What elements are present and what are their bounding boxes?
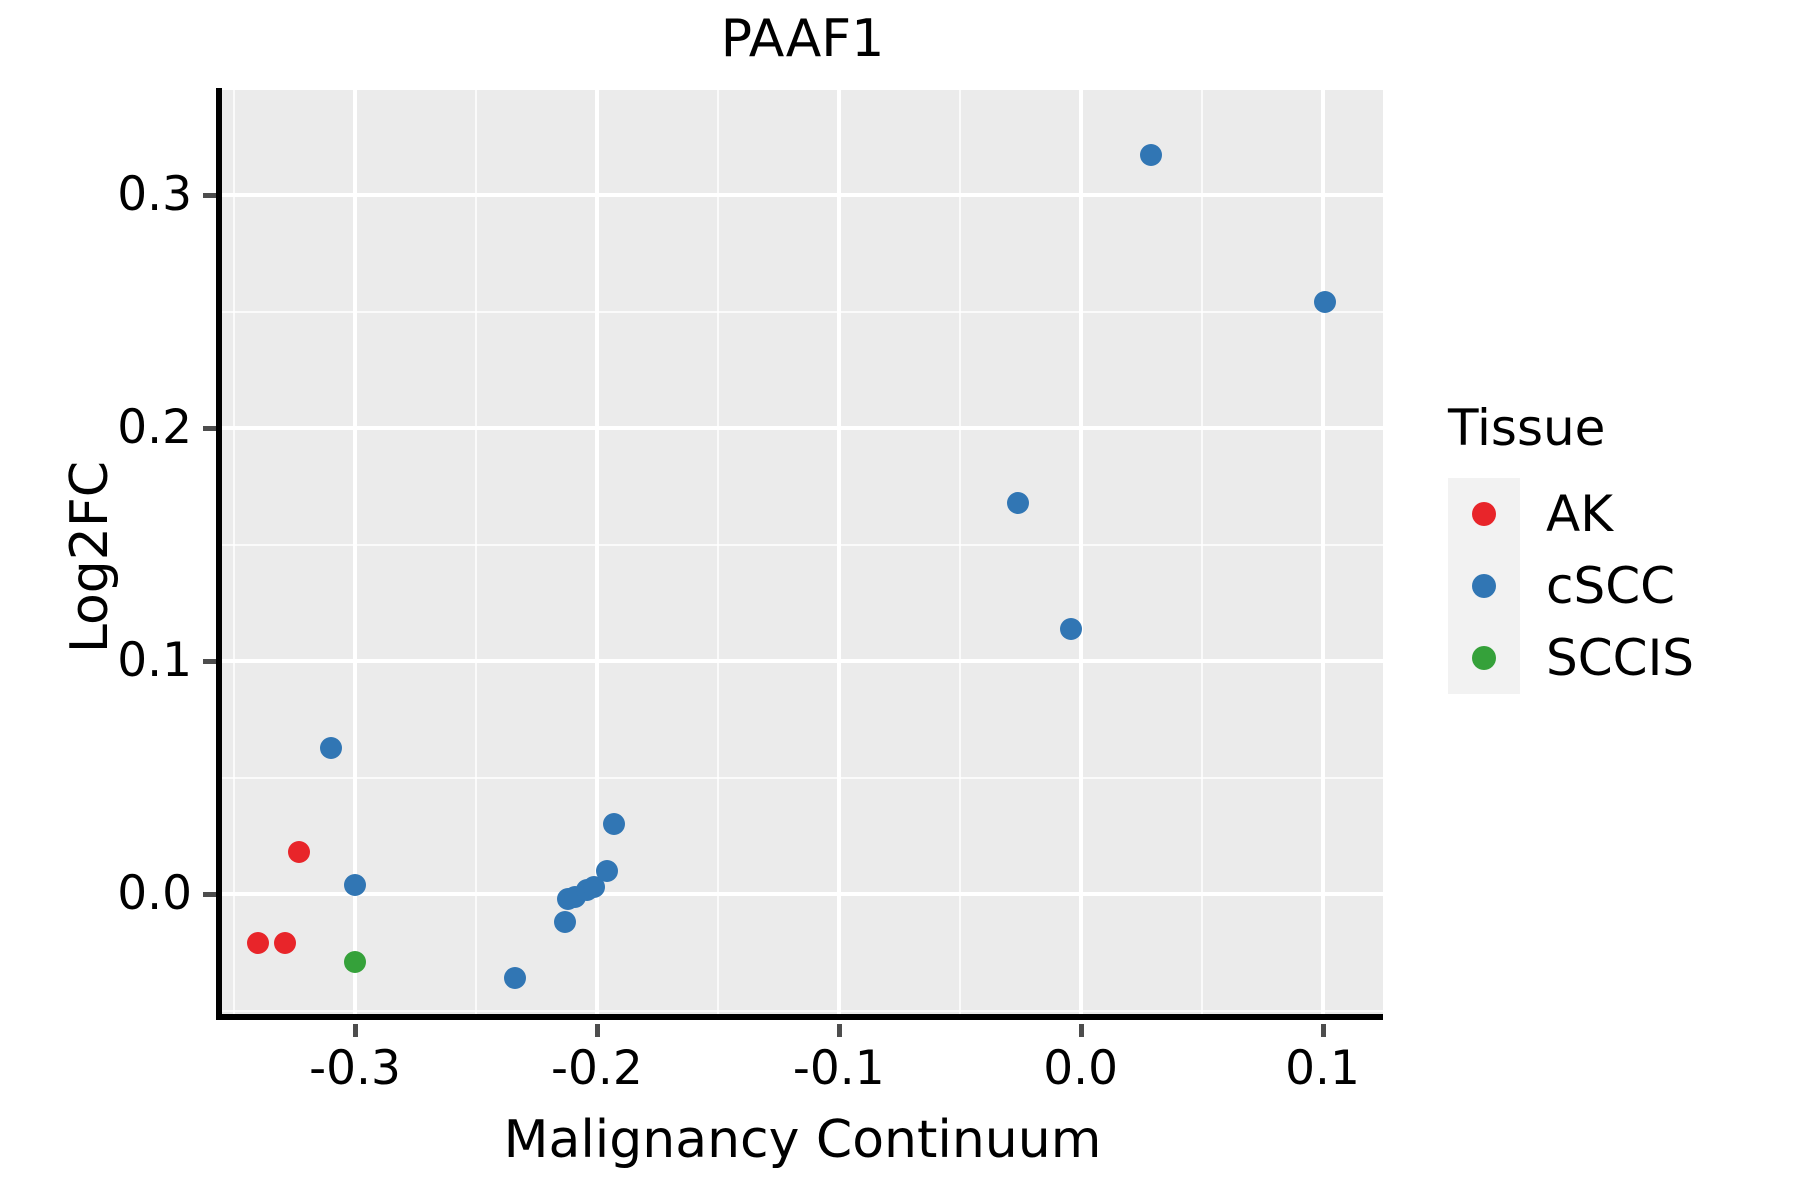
y-tick-label: 0.0: [117, 866, 192, 922]
legend: Tissue AK cSCC SCCIS: [1448, 400, 1778, 694]
x-tick-label: -0.2: [551, 1041, 643, 1096]
legend-item-sccis[interactable]: SCCIS: [1448, 622, 1778, 694]
page-title: PAAF1: [720, 9, 885, 69]
x-tick-mark: [836, 1024, 842, 1037]
x-tick-label: -0.1: [792, 1041, 885, 1096]
gridline-minor-y: [222, 776, 1383, 779]
scatter-point: [595, 860, 618, 883]
scatter-point: [319, 736, 342, 759]
x-tick-label: 0.1: [1285, 1041, 1360, 1096]
legend-key-swatch: [1448, 622, 1520, 694]
gridline-minor-y: [222, 1010, 1383, 1012]
gridline-major-y: [222, 892, 1383, 897]
gridline-minor-y: [222, 310, 1383, 313]
scatter-point: [273, 932, 296, 955]
legend-item-ak[interactable]: AK: [1448, 478, 1778, 550]
legend-title: Tissue: [1448, 399, 1606, 457]
legend-dot-icon: [1472, 646, 1496, 670]
scatter-point: [554, 911, 577, 934]
y-axis-label: Log2FC: [60, 460, 120, 654]
gridline-major-y: [222, 192, 1383, 197]
scatter-point: [344, 874, 367, 897]
gridline-major-x: [353, 90, 358, 1018]
y-tick-mark: [203, 892, 216, 898]
scatter-point: [583, 876, 606, 899]
gridline-minor-x: [958, 90, 961, 1018]
legend-item-label: AK: [1546, 485, 1613, 543]
x-tick-label: 0.0: [1043, 1041, 1119, 1096]
scatter-point: [1059, 617, 1082, 640]
gridline-major-x: [836, 90, 841, 1018]
y-tick-mark: [203, 192, 216, 198]
scatter-point: [1313, 291, 1336, 314]
scatter-point: [1139, 144, 1162, 167]
scatter-point: [1006, 491, 1029, 514]
scatter-point: [503, 967, 526, 990]
gridline-major-y: [222, 659, 1383, 664]
gridline-minor-y: [222, 543, 1383, 546]
scatter-point: [344, 951, 367, 974]
legend-key-swatch: [1448, 550, 1520, 622]
x-axis-label: Malignancy Continuum: [503, 1110, 1102, 1170]
scatter-point: [247, 932, 270, 955]
gridline-minor-x: [716, 90, 719, 1018]
plot-panel: [222, 90, 1383, 1018]
gridline-major-x: [1078, 90, 1083, 1018]
x-tick-mark: [1078, 1024, 1084, 1037]
gridline-major-x: [594, 90, 599, 1018]
gridline-major-y: [222, 426, 1383, 431]
x-axis-line: [216, 1014, 1383, 1020]
gridline-minor-x: [474, 90, 477, 1018]
scatter-point: [288, 841, 311, 864]
legend-dot-icon: [1472, 574, 1496, 598]
y-tick-label: 0.2: [117, 400, 192, 456]
y-tick-label: 0.1: [117, 633, 192, 689]
legend-dot-icon: [1472, 502, 1496, 526]
gridline-minor-x: [233, 90, 236, 1018]
legend-item-label: cSCC: [1546, 557, 1676, 615]
scatter-point: [602, 813, 625, 836]
x-tick-mark: [1320, 1024, 1326, 1037]
y-axis-line: [216, 88, 222, 1020]
gridline-major-x: [1320, 90, 1325, 1018]
y-tick-mark: [203, 659, 216, 665]
x-tick-mark: [594, 1024, 600, 1037]
legend-entries: AK cSCC SCCIS: [1448, 478, 1778, 694]
legend-item-label: SCCIS: [1546, 629, 1695, 687]
x-tick-label: -0.3: [309, 1041, 401, 1096]
y-tick-mark: [203, 426, 216, 432]
y-tick-label: 0.3: [117, 166, 192, 222]
x-tick-mark: [353, 1024, 359, 1037]
gridline-minor-x: [1200, 90, 1203, 1018]
legend-key-swatch: [1448, 478, 1520, 550]
legend-item-cscc[interactable]: cSCC: [1448, 550, 1778, 622]
